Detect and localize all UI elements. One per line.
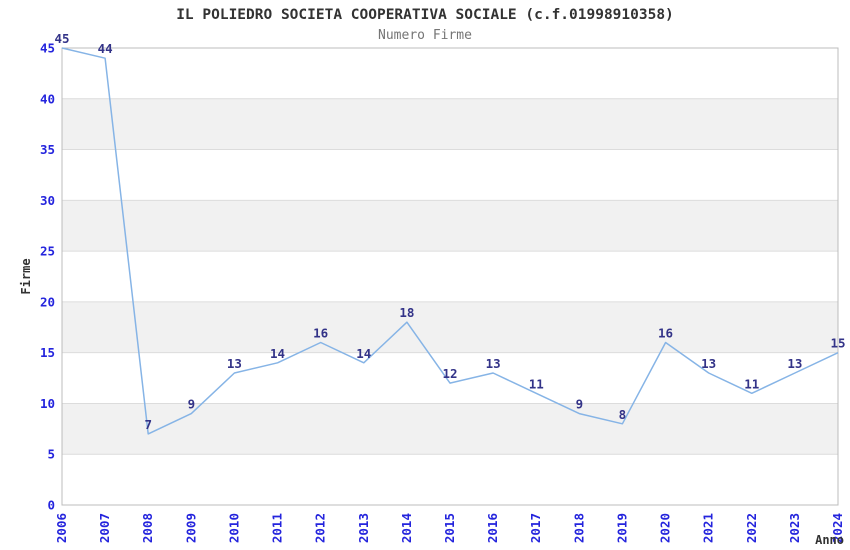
data-label: 45: [54, 31, 69, 46]
y-tick-label: 30: [40, 193, 55, 208]
y-tick-label: 15: [40, 345, 55, 360]
x-tick-label: 2016: [485, 513, 500, 543]
data-label: 14: [270, 346, 285, 361]
x-tick-label: 2019: [614, 513, 629, 543]
grid-band: [62, 403, 838, 455]
y-tick-label: 20: [40, 294, 55, 309]
data-label: 7: [144, 417, 152, 432]
data-label: 9: [576, 397, 584, 412]
y-axis-title: Firme: [19, 258, 33, 294]
data-label: 13: [486, 356, 501, 371]
x-tick-label: 2023: [787, 513, 802, 543]
data-label: 11: [529, 376, 544, 391]
data-label: 16: [313, 326, 328, 341]
data-label: 13: [227, 356, 242, 371]
y-tick-label: 25: [40, 244, 55, 259]
data-label: 12: [442, 366, 457, 381]
y-tick-label: 5: [47, 447, 55, 462]
x-tick-label: 2009: [183, 513, 198, 543]
x-tick-label: 2012: [313, 513, 328, 543]
y-tick-label: 10: [40, 396, 55, 411]
x-tick-label: 2006: [54, 513, 69, 543]
x-tick-label: 2008: [140, 513, 155, 543]
data-label: 9: [188, 397, 196, 412]
plot-border: [61, 47, 839, 506]
x-tick-label: 2015: [442, 513, 457, 543]
data-label: 14: [356, 346, 371, 361]
y-tick-label: 45: [40, 41, 55, 56]
x-tick-label: 2022: [744, 513, 759, 543]
x-axis-title: Anno: [815, 533, 844, 547]
x-tick-label: 2007: [97, 513, 112, 543]
x-tick-label: 2011: [270, 513, 285, 543]
x-tick-label: 2014: [399, 513, 414, 543]
data-label: 18: [399, 305, 414, 320]
data-label: 44: [98, 41, 113, 56]
data-label: 13: [701, 356, 716, 371]
chart-subtitle: Numero Firme: [378, 28, 472, 43]
data-label: 11: [744, 376, 759, 391]
y-tick-label: 35: [40, 142, 55, 157]
y-tick-label: 40: [40, 91, 55, 106]
x-tick-label: 2018: [571, 513, 586, 543]
data-label: 15: [830, 336, 845, 351]
y-tick-label: 0: [47, 498, 55, 513]
data-label: 13: [787, 356, 802, 371]
x-tick-label: 2024: [830, 513, 845, 543]
data-label: 16: [658, 326, 673, 341]
grid-band: [62, 98, 838, 150]
x-tick-label: 2017: [528, 513, 543, 543]
series-line: [61, 47, 839, 435]
x-tick-label: 2021: [701, 513, 716, 543]
x-tick-label: 2013: [356, 513, 371, 543]
x-tick-label: 2010: [226, 513, 241, 543]
grid-band: [62, 200, 838, 252]
x-tick-label: 2020: [658, 513, 673, 543]
chart-title: IL POLIEDRO SOCIETA COOPERATIVA SOCIALE …: [176, 7, 674, 23]
grid-band: [62, 301, 838, 353]
data-label: 8: [619, 407, 627, 422]
